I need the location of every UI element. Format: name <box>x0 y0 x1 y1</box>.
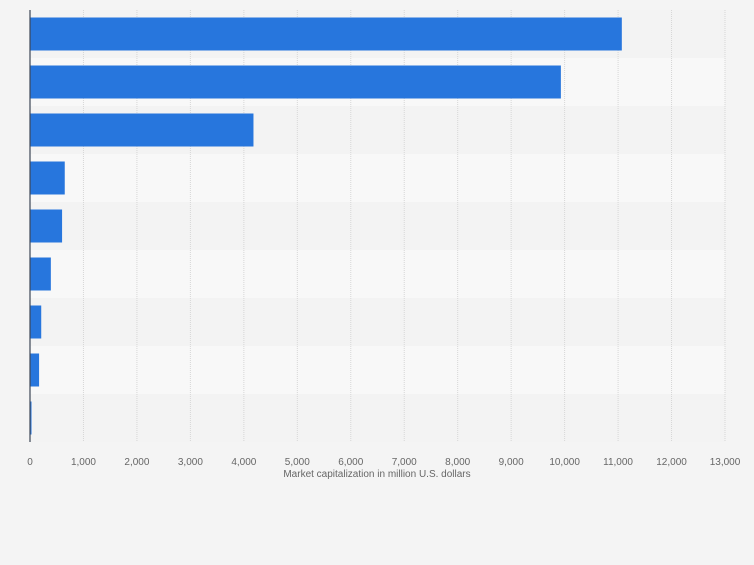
bar <box>30 65 561 99</box>
bar <box>30 353 40 387</box>
x-tick-label: 8,000 <box>445 457 470 468</box>
x-tick-label: 0 <box>27 457 33 468</box>
x-axis-label: Market capitalization in million U.S. do… <box>283 469 470 480</box>
x-tick-label: 11,000 <box>603 457 633 468</box>
x-tick-label: 1,000 <box>71 457 96 468</box>
x-tick-label: 3,000 <box>178 457 203 468</box>
row-band <box>30 250 725 298</box>
row-band <box>30 154 725 202</box>
x-tick-label: 5,000 <box>285 457 310 468</box>
x-tick-label: 9,000 <box>499 457 524 468</box>
x-tick-label: 2,000 <box>124 457 149 468</box>
bar <box>30 161 65 195</box>
bar <box>30 401 32 435</box>
row-band <box>30 346 725 394</box>
x-tick-label: 10,000 <box>549 457 580 468</box>
bar <box>30 113 254 147</box>
x-tick-label: 13,000 <box>710 457 741 468</box>
x-tick-label: 6,000 <box>338 457 363 468</box>
bar <box>30 257 51 291</box>
bars <box>30 17 622 435</box>
row-band <box>30 298 725 346</box>
row-band <box>30 202 725 250</box>
bar <box>30 17 622 51</box>
x-tick-labels: 0 1,000 2,000 3,000 4,000 5,000 6,000 7,000 8,00… <box>27 457 741 468</box>
row-band <box>30 394 725 442</box>
x-tick-label: 4,000 <box>231 457 256 468</box>
bar <box>30 305 42 339</box>
bar <box>30 209 63 243</box>
x-tick-label: 12,000 <box>656 457 687 468</box>
x-tick-label: 7,000 <box>392 457 417 468</box>
